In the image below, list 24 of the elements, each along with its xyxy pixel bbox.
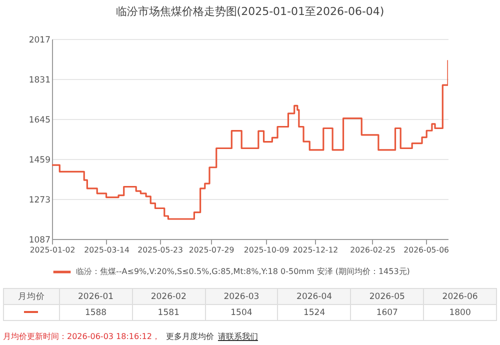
text: 2026-02 — [132, 288, 206, 304]
text: 2026-04 — [278, 288, 351, 304]
text: 更多月度均价 — [166, 332, 214, 341]
text: 1800 — [424, 304, 496, 320]
y-tick-label: 1273 — [28, 196, 50, 206]
legend-label: 临汾：焦煤--A≤9%,V:20%,S≤0.5%,G:85,Mt:8%,Y:18 0-50mm 安泽 (期间均价：1453元) — [76, 267, 410, 276]
y-tick-label: 1459 — [28, 156, 50, 166]
y-tick-label: 1831 — [28, 76, 50, 86]
y-tick-label: 1645 — [28, 116, 50, 126]
text: 1588 — [59, 304, 132, 320]
text: 请联系我们 — [218, 332, 258, 341]
text: 1581 — [132, 304, 206, 320]
text: 月均价更新时间：2026-06-03 18:16:12， — [3, 332, 160, 341]
y-tick-label: 2017 — [28, 36, 50, 46]
chart-title: 临汾市场焦煤价格走势图(2025-01-01至2026-06-04) — [116, 5, 384, 18]
text: 2026-06 — [424, 288, 496, 304]
text: 2026-01 — [59, 288, 132, 304]
y-tick-label: 1087 — [28, 236, 50, 246]
text: 1524 — [278, 304, 351, 320]
text: 2026-03 — [205, 288, 278, 304]
text: 2026-05 — [350, 288, 424, 304]
text: 1504 — [205, 304, 278, 320]
text: 1607 — [350, 304, 424, 320]
text: 月均价 — [4, 288, 60, 304]
